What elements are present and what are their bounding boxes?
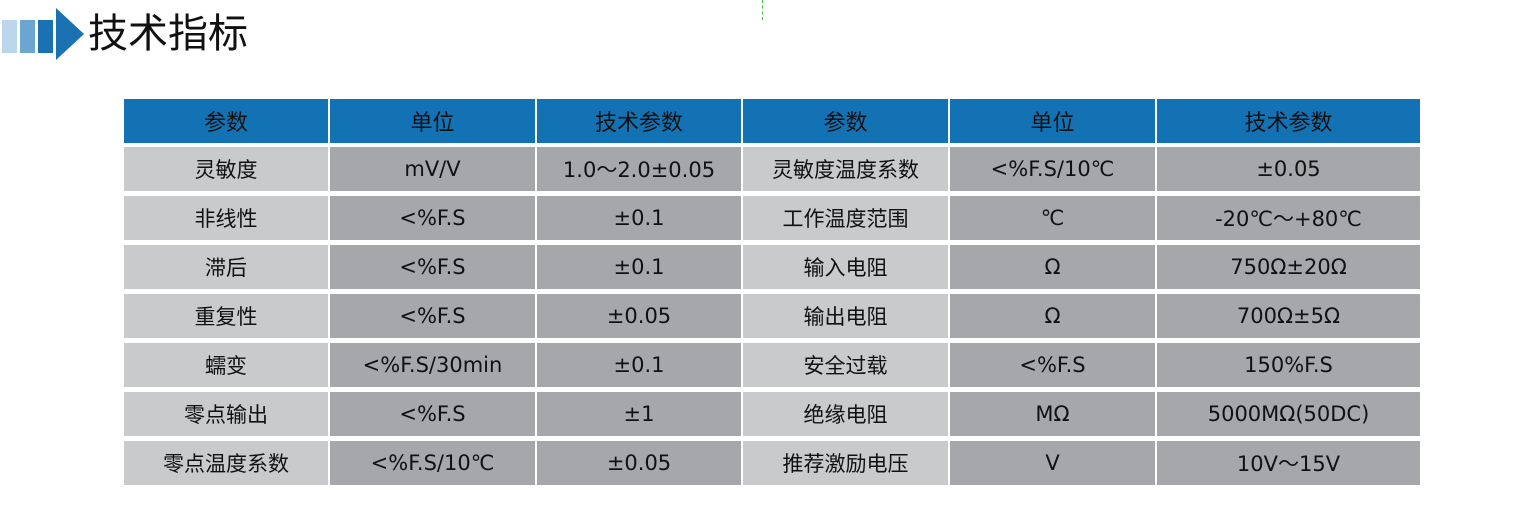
table-cell: 输出电阻 [743, 294, 948, 338]
table-cell: ±0.05 [537, 441, 741, 485]
table-row: 灵敏度 mV/V 1.0～2.0±0.05 灵敏度温度系数 <%F.S/10℃ ±0.05 [124, 147, 1420, 191]
table-cell: <%F.S/30min [330, 343, 535, 387]
table-cell: 750Ω±20Ω [1157, 245, 1420, 289]
table-cell: 重复性 [124, 294, 328, 338]
table-cell: 150%F.S [1157, 343, 1420, 387]
guide-line [762, 0, 763, 20]
table-cell: 5000MΩ(50DC) [1157, 392, 1420, 436]
table-row: 非线性 <%F.S ±0.1 工作温度范围 ℃ -20℃～+80℃ [124, 196, 1420, 240]
table-cell: mV/V [330, 147, 535, 191]
table-cell: -20℃～+80℃ [1157, 196, 1420, 240]
column-header: 单位 [950, 99, 1155, 143]
table-cell: <%F.S/10℃ [330, 441, 535, 485]
table-cell: MΩ [950, 392, 1155, 436]
table-cell: 绝缘电阻 [743, 392, 948, 436]
column-header: 参数 [743, 99, 948, 143]
table-row: 蠕变 <%F.S/30min ±0.1 安全过载 <%F.S 150%F.S [124, 343, 1420, 387]
table-cell: 推荐激励电压 [743, 441, 948, 485]
table-row: 零点温度系数 <%F.S/10℃ ±0.05 推荐激励电压 V 10V～15V [124, 441, 1420, 485]
header-bar-icon [20, 20, 35, 53]
table-cell: 零点温度系数 [124, 441, 328, 485]
header-bar-icon [38, 20, 53, 53]
table-cell: ℃ [950, 196, 1155, 240]
column-header: 单位 [330, 99, 535, 143]
table-cell: 零点输出 [124, 392, 328, 436]
table-row: 滞后 <%F.S ±0.1 输入电阻 Ω 750Ω±20Ω [124, 245, 1420, 289]
table-cell: <%F.S/10℃ [950, 147, 1155, 191]
table-cell: 非线性 [124, 196, 328, 240]
table-cell: ±1 [537, 392, 741, 436]
table-cell: ±0.1 [537, 343, 741, 387]
table-cell: 输入电阻 [743, 245, 948, 289]
table-cell: 灵敏度温度系数 [743, 147, 948, 191]
table-row: 重复性 <%F.S ±0.05 输出电阻 Ω 700Ω±5Ω [124, 294, 1420, 338]
arrow-right-icon [56, 8, 84, 60]
table-cell: <%F.S [330, 245, 535, 289]
page-title: 技术指标 [88, 11, 248, 57]
column-header: 技术参数 [537, 99, 741, 143]
column-header: 技术参数 [1157, 99, 1420, 143]
table-cell: <%F.S [330, 196, 535, 240]
table-cell: ±0.05 [1157, 147, 1420, 191]
table-cell: 10V～15V [1157, 441, 1420, 485]
table-cell: <%F.S [950, 343, 1155, 387]
table-cell: 700Ω±5Ω [1157, 294, 1420, 338]
table-row: 零点输出 <%F.S ±1 绝缘电阻 MΩ 5000MΩ(50DC) [124, 392, 1420, 436]
table-cell: <%F.S [330, 392, 535, 436]
table-cell: Ω [950, 245, 1155, 289]
table-cell: <%F.S [330, 294, 535, 338]
header-bar-icon [2, 20, 17, 53]
spec-table: 参数 单位 技术参数 参数 单位 技术参数 灵敏度 mV/V 1.0～2.0±0.05 灵敏度温… [124, 99, 1420, 490]
table-cell: ±0.05 [537, 294, 741, 338]
table-cell: 工作温度范围 [743, 196, 948, 240]
table-cell: 安全过载 [743, 343, 948, 387]
table-cell: ±0.1 [537, 196, 741, 240]
table-header-row: 参数 单位 技术参数 参数 单位 技术参数 [124, 99, 1420, 143]
table-cell: ±0.1 [537, 245, 741, 289]
table-cell: V [950, 441, 1155, 485]
table-cell: 滞后 [124, 245, 328, 289]
table-cell: Ω [950, 294, 1155, 338]
column-header: 参数 [124, 99, 328, 143]
table-cell: 1.0～2.0±0.05 [537, 147, 741, 191]
table-cell: 灵敏度 [124, 147, 328, 191]
table-cell: 蠕变 [124, 343, 328, 387]
